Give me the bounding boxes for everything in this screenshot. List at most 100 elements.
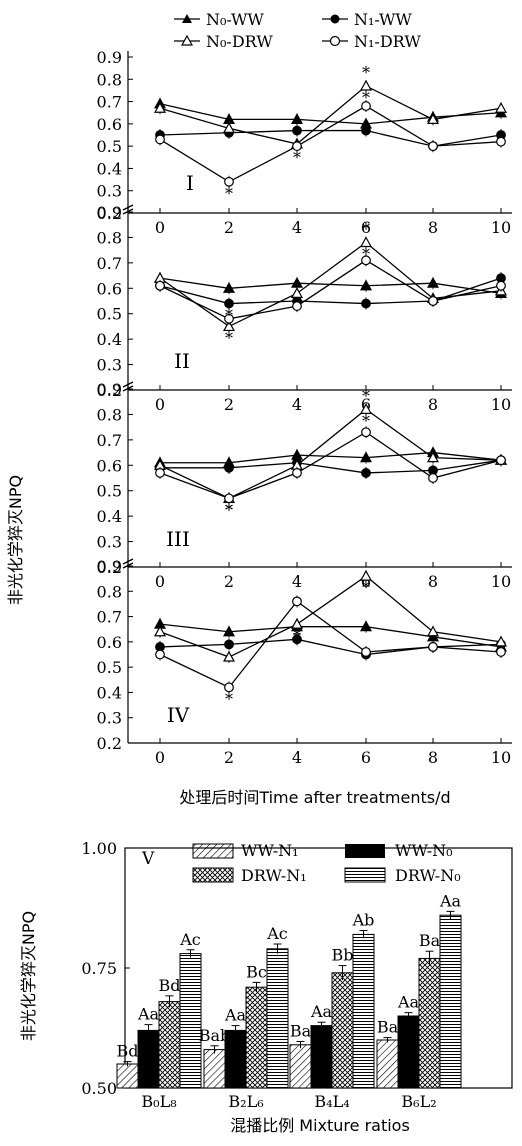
data-point [155,280,165,291]
data-point [496,647,506,657]
y-tick-label: 0.7 [97,93,122,112]
data-point [426,451,440,463]
data-point [155,134,165,145]
y-tick-label: 0.3 [97,182,122,201]
y-tick-label: 0.9 [97,203,122,222]
bar-label: Ba [290,1021,312,1040]
data-point [292,468,302,478]
bar [418,957,441,1089]
bar-group-0: Bd Aa Bd Ac B₀L₈ [116,930,202,1111]
x-tick-label: 2 [224,748,234,767]
bar [310,1025,333,1089]
data-point [494,102,508,113]
significance-marker: * [362,245,370,264]
series-line [159,277,502,295]
x-tick-label: 10 [491,572,511,591]
bar [289,1044,312,1089]
y-tick-label: 0.7 [97,608,122,627]
series-line [159,431,502,500]
y-tick-label: 0.3 [97,356,122,375]
data-point [496,455,506,466]
bar [116,1063,139,1089]
bar [352,933,375,1089]
data-point [426,625,440,637]
y-tick-label: 0.7 [97,431,122,450]
data-point [222,625,236,637]
x-tick-label: 2 [224,572,234,591]
data-point [224,176,234,187]
data-point [361,255,371,266]
series-n1-ww [155,272,506,310]
data-point [496,280,506,291]
x-tick-label: 4 [292,218,302,237]
series-line [159,129,502,147]
bar [376,1039,399,1089]
significance-marker: * [293,148,301,167]
y-tick-label: 0.5 [97,482,122,501]
bar-label: Ba [419,931,441,950]
y-tick-label: 0.9 [97,380,122,399]
line-panel-2: 0.2 0.3 0.4 0.5 0.6 0.7 0.8 0.9 0 2 4 6 8 10 II * * * * [97,203,512,414]
line-x-axis-label: 处理后时间Time after treatments/d [179,788,450,807]
data-point [292,301,302,311]
bar-label: Bc [246,962,267,981]
line-panels: 0.20.30.40.50.60.70.80.90 2 4 6 8 10I ****0.20… [97,48,512,767]
significance-marker: * [362,63,370,82]
legend-label: N₀-DRW [206,32,273,51]
x-tick-label: 2 [224,395,234,414]
significance-marker: * [293,626,301,645]
data-point [153,102,167,113]
panel-label: III [166,527,190,551]
bar-label: Aa [224,1006,247,1025]
data-point [224,639,234,650]
significance-marker: * [362,88,370,107]
data-point [361,298,371,309]
bar-x-axis-label: 混播比例 Mixture ratios [230,1116,410,1135]
data-point [224,493,234,504]
series-line [160,451,502,464]
data-point [428,473,438,483]
bar [158,1001,181,1089]
y-tick-label: 0.8 [97,405,122,424]
bar-label: Aa [397,993,420,1012]
legend-n0-drw: N₀-DRW [174,32,273,51]
significance-marker: * [225,306,233,325]
significance-marker: * [293,629,301,648]
bar [179,953,202,1089]
y-tick-label: 0.3 [97,709,122,728]
bar-legend: WW-N₁ WW-N₀ DRW-N₁ DRW-N₀ [192,841,461,885]
category-label: B₆L₂ [401,1092,436,1111]
legend-label: N₀-WW [206,10,264,29]
legend-label: WW-N₁ [241,841,299,860]
x-tick-label: 10 [491,748,511,767]
data-point [224,298,234,309]
bar-label: Ac [266,924,288,943]
bar-chart: 0.500.751.00VBdAaBdAcB₀L₈BabAaBcAcB₂L₆Ba… [81,839,513,1111]
data-point [292,596,302,607]
series-line [159,259,502,320]
legend-ww-n1: WW-N₁ [192,841,299,860]
data-point [359,620,373,632]
data-point [290,617,304,629]
y-tick-label: 0.6 [97,456,122,475]
series-n0-ww [153,446,508,469]
bar [224,1029,247,1089]
y-tick-label: 0.6 [97,279,122,298]
data-point [224,682,234,693]
legend-label: N₁-DRW [354,32,421,51]
y-tick-label: 0.5 [97,137,122,156]
bar-label: Ba [377,1018,399,1037]
legend-label: DRW-N₀ [395,866,461,885]
series-line [159,85,502,145]
y-tick-label: 0.2 [97,558,122,577]
y-tick-label: 0.4 [97,330,122,349]
bar-y-axis-label: 非光化学猝灭NPQ [19,911,38,1041]
x-tick-label: 4 [292,572,302,591]
bar [331,972,354,1089]
legend-label: N₁-WW [354,10,412,29]
x-tick-label: 8 [428,218,438,237]
data-point [222,122,236,133]
bar [245,986,268,1089]
y-tick-label: 0.6 [97,633,122,652]
